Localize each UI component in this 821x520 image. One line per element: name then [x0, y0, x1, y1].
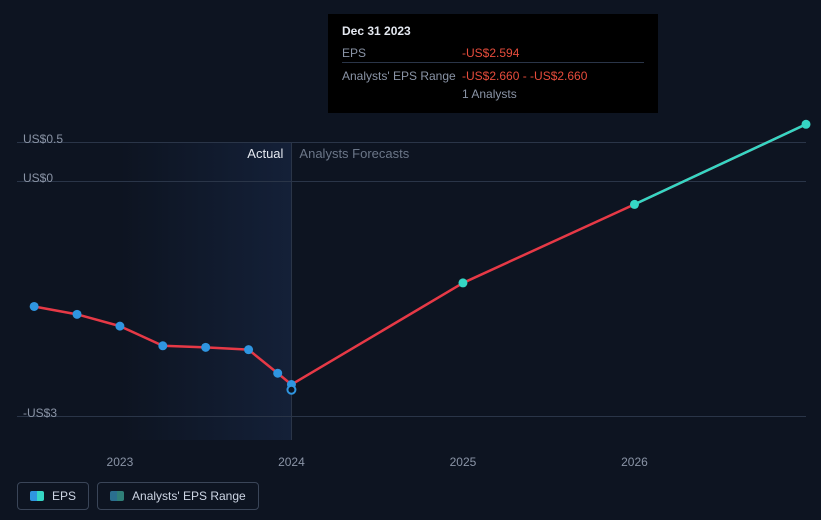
y-gridline: [17, 181, 806, 182]
y-gridline: [17, 416, 806, 417]
region-label-actual: Actual: [231, 146, 283, 161]
eps-tooltip: Dec 31 2023 EPS-US$2.594Analysts' EPS Ran…: [328, 14, 658, 113]
actual-forecast-divider: [291, 142, 292, 440]
y-axis-label: US$0: [23, 171, 53, 185]
chart-legend: EPS Analysts' EPS Range: [17, 482, 259, 510]
y-axis-label: US$0.5: [23, 132, 63, 146]
legend-label: Analysts' EPS Range: [132, 489, 246, 503]
x-axis-label: 2025: [450, 455, 477, 469]
tooltip-row-value: -US$2.594: [462, 44, 644, 63]
x-axis-label: 2024: [278, 455, 305, 469]
x-axis-label: 2026: [621, 455, 648, 469]
tooltip-row-label: Analysts' EPS Range: [342, 67, 462, 85]
legend-eps-range[interactable]: Analysts' EPS Range: [97, 482, 259, 510]
tooltip-row-value: 1 Analysts: [462, 85, 644, 103]
tooltip-date: Dec 31 2023: [342, 24, 644, 38]
tooltip-row-label: [342, 85, 462, 103]
eps-forecast-chart: US$0.5 US$0 -US$3 2023 2024 2025 2026 Actual Ana…: [0, 0, 821, 520]
tooltip-row-value: -US$2.660 - -US$2.660: [462, 67, 644, 85]
actual-region-shade: [120, 142, 292, 440]
y-gridline: [17, 142, 806, 143]
region-label-forecast: Analysts Forecasts: [299, 146, 409, 161]
tooltip-row-label: EPS: [342, 44, 462, 63]
legend-label: EPS: [52, 489, 76, 503]
x-axis-label: 2023: [107, 455, 134, 469]
y-axis-label: -US$3: [23, 406, 57, 420]
legend-swatch: [110, 491, 124, 501]
legend-eps[interactable]: EPS: [17, 482, 89, 510]
legend-swatch: [30, 491, 44, 501]
